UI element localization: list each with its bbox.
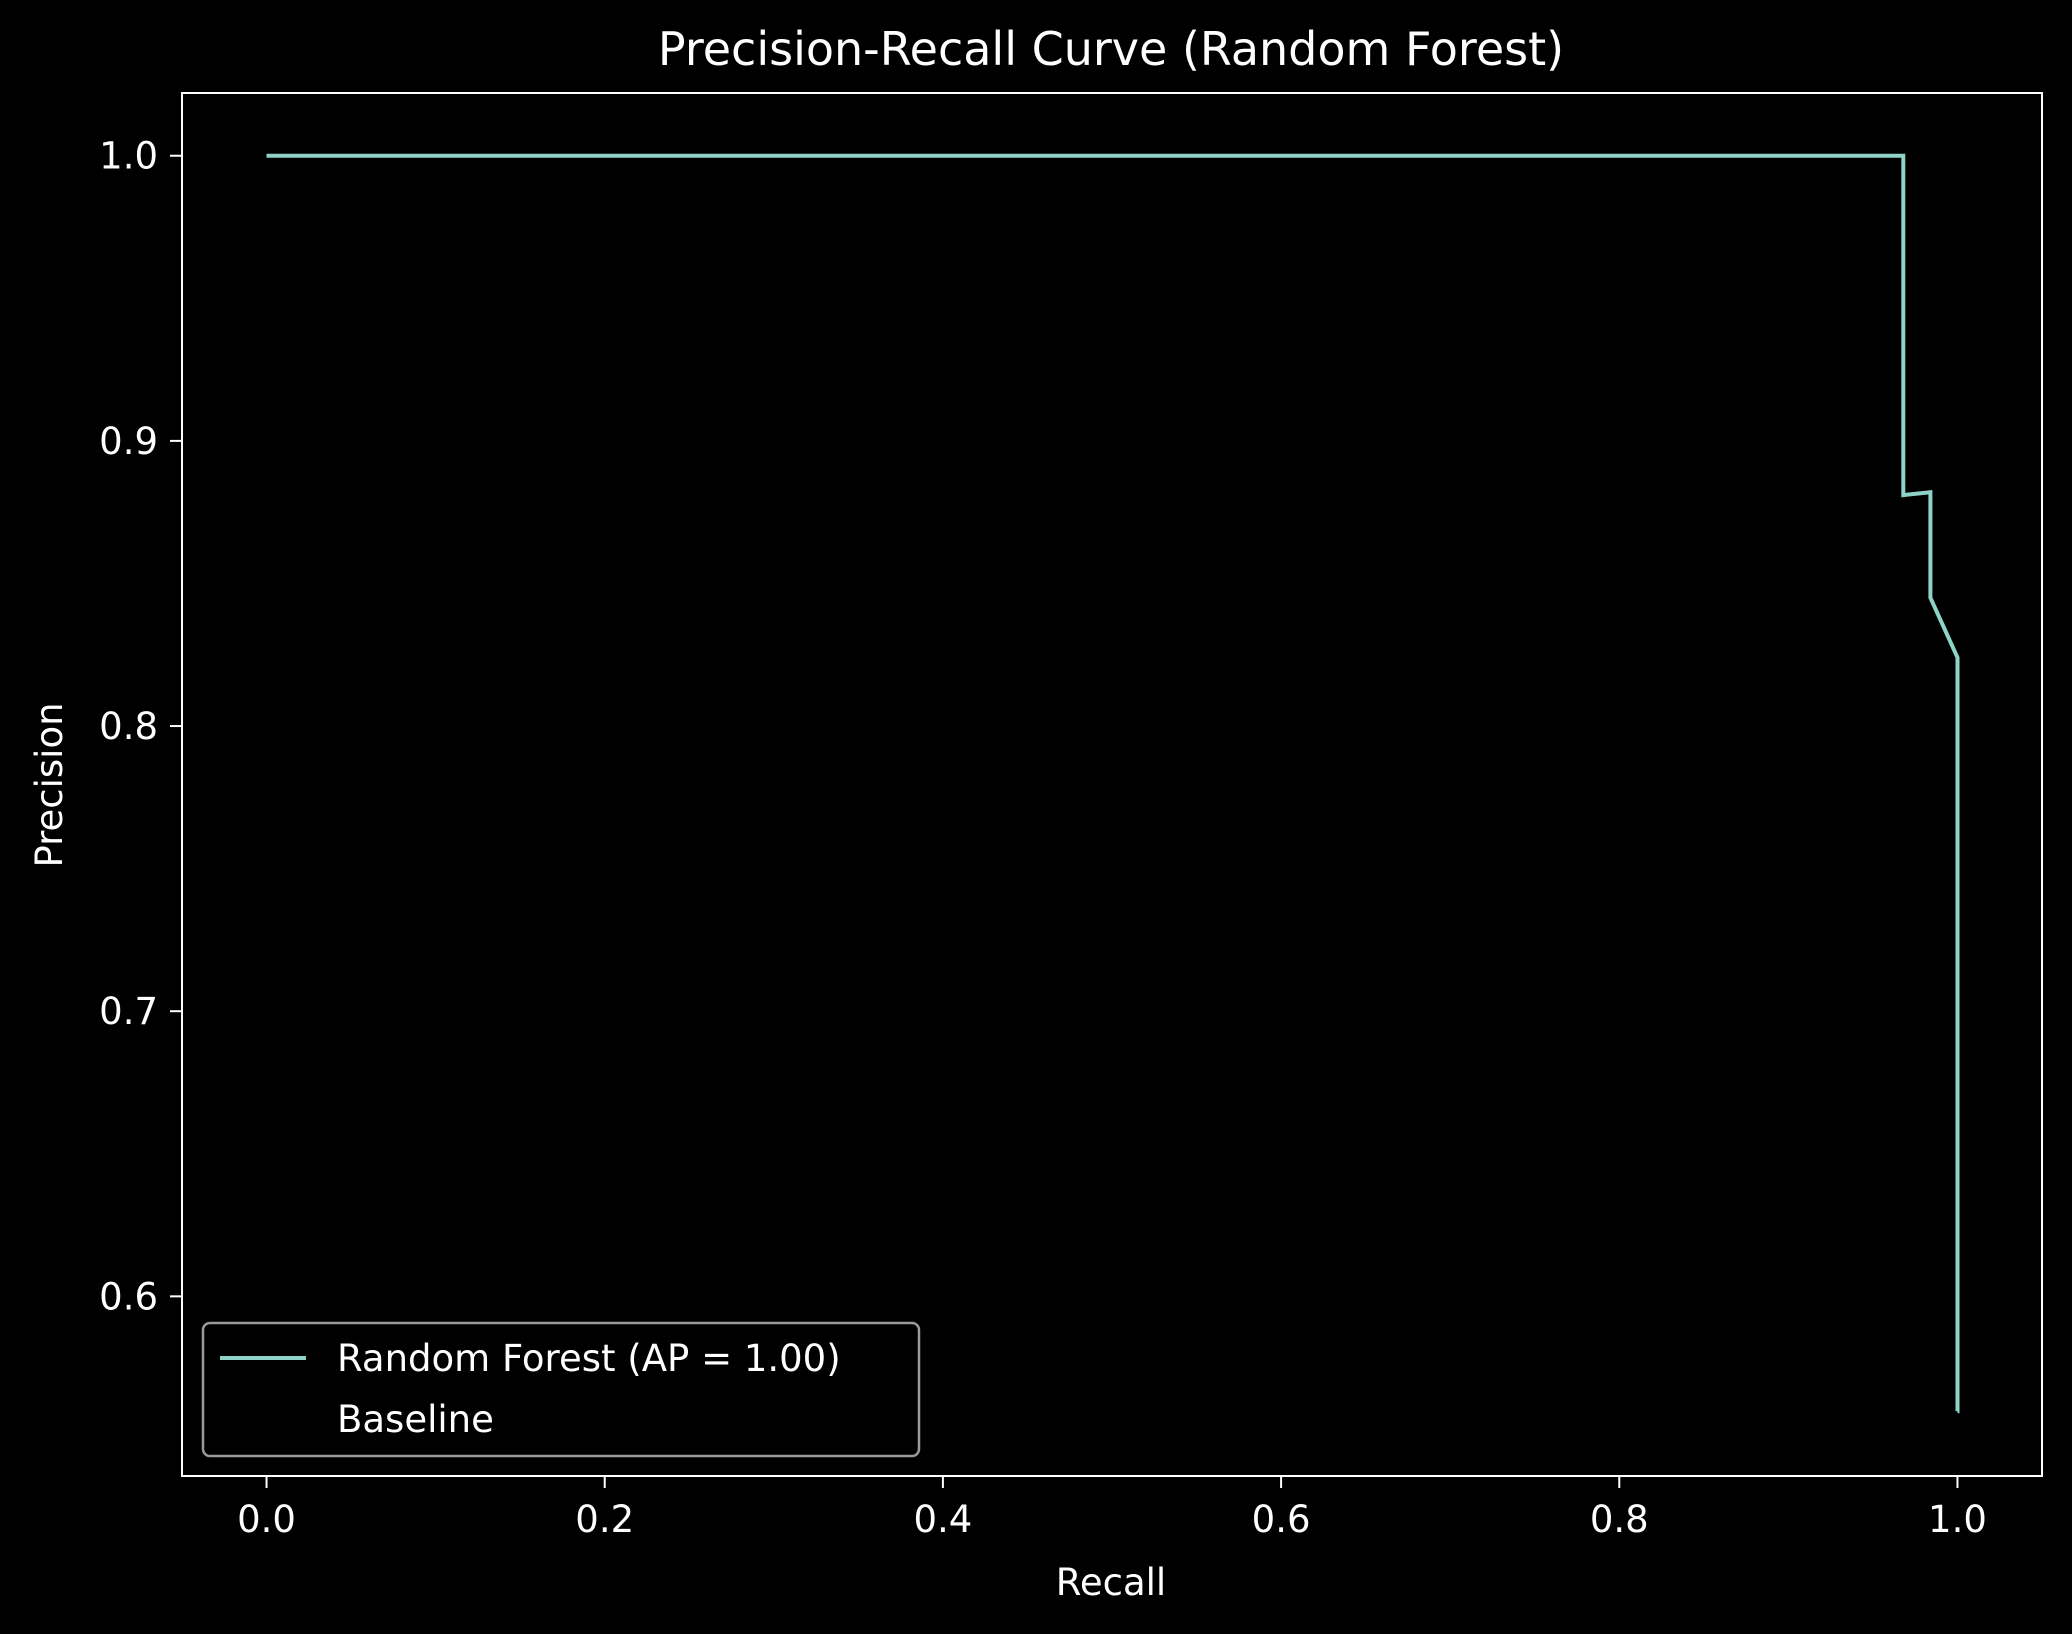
x-tick-label: 0.0 (237, 1498, 296, 1541)
legend-label-random-forest: Random Forest (AP = 1.00) (337, 1337, 841, 1380)
x-axis: 0.0 0.2 0.4 0.6 0.8 1.0 (237, 1476, 1987, 1541)
y-tick-label: 0.6 (99, 1275, 158, 1318)
x-tick-label: 0.8 (1590, 1498, 1649, 1541)
y-axis-label: Precision (28, 702, 71, 867)
x-tick-label: 1.0 (1928, 1498, 1987, 1541)
legend-frame (201, 1321, 921, 1458)
series-line-random-forest (266, 153, 1960, 1414)
x-axis-label: Recall (1056, 1561, 1166, 1604)
x-tick-label: 0.6 (1252, 1498, 1311, 1541)
y-tick-label: 1.0 (99, 135, 158, 178)
y-tick-label: 0.7 (99, 990, 158, 1033)
chart-title: Precision-Recall Curve (Random Forest) (658, 22, 1564, 76)
y-tick-label: 0.8 (99, 705, 158, 748)
y-axis: 0.6 0.7 0.8 0.9 1.0 (99, 135, 182, 1318)
y-tick-label: 0.9 (99, 420, 158, 463)
legend-label-baseline: Baseline (337, 1398, 494, 1441)
legend: Random Forest (AP = 1.00) Baseline (201, 1321, 921, 1458)
x-tick-label: 0.2 (575, 1498, 634, 1541)
axes-frame (181, 92, 2043, 1477)
x-tick-label: 0.4 (913, 1498, 972, 1541)
